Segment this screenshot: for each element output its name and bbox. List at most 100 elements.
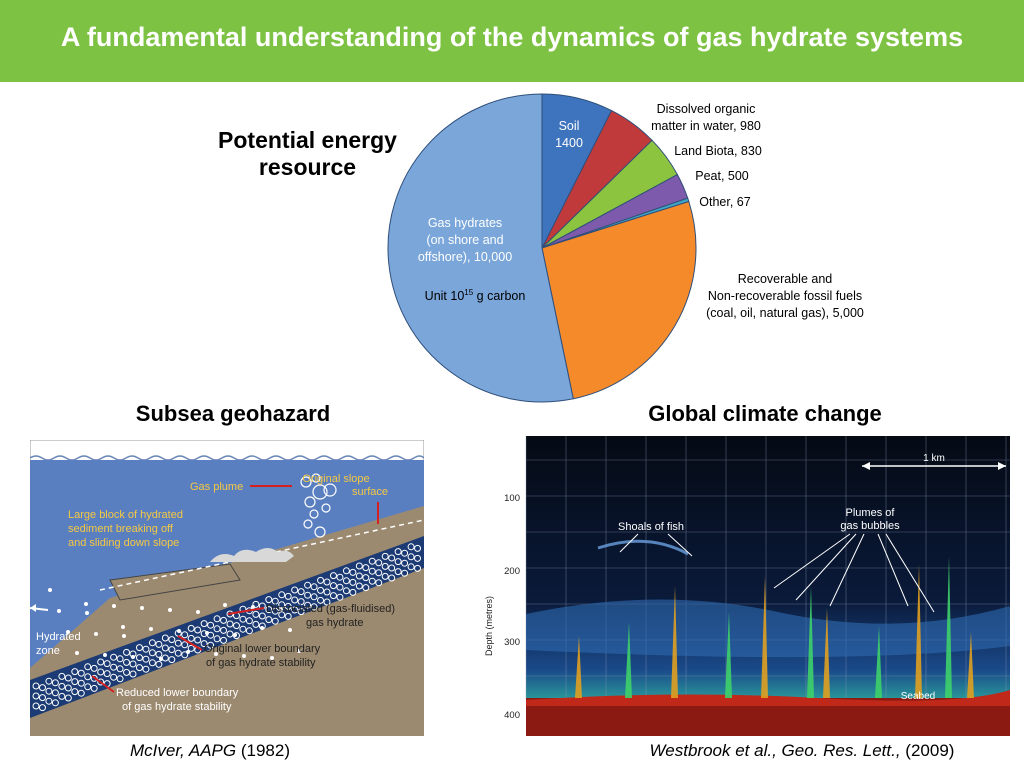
hydrate-bubble [51, 699, 59, 707]
hydrate-bubble [58, 692, 66, 700]
plume-trace [823, 608, 830, 698]
gas-plume-label: Gas plume [190, 481, 243, 493]
hydrate-bubble [388, 564, 396, 572]
hydrate-bubble [116, 655, 124, 663]
pie-label-6: Gas hydrates (on shore and offshore), 10,0… [418, 216, 512, 264]
slide-title: A fundamental understanding of the dynam… [60, 22, 964, 52]
hydrate-bubble [414, 544, 422, 552]
hydrate-bubble [284, 602, 292, 610]
hydrate-bubble [252, 600, 260, 608]
seabed-label: Seabed [901, 691, 935, 702]
hydrate-bubble [207, 631, 215, 639]
hydrate-bubble [71, 688, 79, 696]
hydrate-bubble [135, 644, 143, 652]
plume-trace [725, 612, 732, 698]
hydrate-bubble [394, 548, 402, 556]
hydrate-bubble [323, 588, 331, 596]
sediment-dot [288, 628, 292, 632]
hydrate-bubble [64, 694, 72, 702]
plume-trace [625, 622, 632, 698]
plume-bubble [304, 496, 316, 508]
hydrate-bubble [77, 679, 85, 687]
hydrate-bubble [401, 569, 409, 577]
hydrate-bubble [90, 664, 98, 672]
hydrate-bubble [284, 592, 292, 600]
sediment-dot [223, 603, 227, 607]
hydrate-bubble [317, 596, 325, 604]
sediment-dot [242, 654, 246, 658]
original-lower-boundary-label: Original lower boundary of gas hydrate st… [204, 643, 321, 669]
hydrate-bubble [187, 634, 195, 642]
fish-label: Shoals of fish [618, 521, 684, 533]
hydrate-bubble [271, 607, 279, 615]
hydrate-bubble [51, 679, 59, 687]
hydrate-bubble [278, 611, 286, 619]
hydrate-bubble [213, 615, 221, 623]
hydrate-bubble [355, 582, 363, 590]
hydrate-bubble [407, 543, 415, 551]
hydrate-bubble [123, 648, 131, 656]
fish-shoal-trace [597, 539, 689, 556]
hydrate-bubble [245, 617, 253, 625]
pie-slice-6 [387, 93, 574, 403]
hydrate-bubble [174, 649, 182, 657]
pie-slice-5 [541, 200, 697, 400]
sonar-echogram: Depth (metres) 100 200 300 400 1 km Shoa… [478, 436, 1010, 736]
tick-200: 200 [504, 566, 520, 577]
sediment-dot [140, 606, 144, 610]
hydrate-bubble [187, 624, 195, 632]
plume-bubble [311, 473, 321, 483]
plume-trace [875, 626, 882, 698]
hydrate-bubble [342, 567, 350, 575]
hydrate-bubble [388, 574, 396, 582]
sediment-dot [121, 625, 125, 629]
hydrate-bubble [368, 567, 376, 575]
hydrate-bubble [161, 634, 169, 642]
sediment-dot [196, 610, 200, 614]
plumes-label: Plumes of gas bubbles [840, 507, 900, 532]
hydrate-bubble [226, 630, 234, 638]
sediment-dot [112, 604, 116, 608]
hydrate-bubble [45, 677, 53, 685]
hydrate-bubble [38, 694, 46, 702]
hydrate-bubble [129, 670, 137, 678]
hydrate-bubble [38, 704, 46, 712]
hydrate-bubble [297, 598, 305, 606]
hydrate-bubble [310, 593, 318, 601]
hydrate-bubble [84, 663, 92, 671]
plume-trace [967, 632, 974, 698]
hydrate-bubble [161, 644, 169, 652]
hydrate-bubble [291, 606, 299, 614]
sediment-dot [66, 630, 70, 634]
hydrate-bubble [142, 645, 150, 653]
scattering-layer [526, 599, 1010, 658]
title-bar [0, 0, 1024, 82]
hydrate-bubble [265, 606, 273, 614]
plume-bubble [314, 526, 326, 538]
hydrate-bubble [368, 557, 376, 565]
hydrate-bubble [388, 554, 396, 562]
hydrate-bubble [110, 653, 118, 661]
sediment-dot [75, 651, 79, 655]
plume-trace [761, 576, 768, 698]
hydrate-bubble [181, 631, 189, 639]
hydrate-bubble [414, 564, 422, 572]
sediment-dot [297, 649, 301, 653]
hydrate-bubble [123, 658, 131, 666]
hydrate-bubble [258, 612, 266, 620]
hydrate-bubble [265, 596, 273, 604]
sediment-dot [279, 607, 283, 611]
hydrate-bubble [142, 665, 150, 673]
hydrate-bubble [271, 617, 279, 625]
sediment-dot [214, 652, 218, 656]
hydrate-bubble [375, 569, 383, 577]
hydrate-bubble [148, 659, 156, 667]
hydrate-bubble [401, 549, 409, 557]
hydrate-bubble [220, 626, 228, 634]
hydrate-bubble [239, 625, 247, 633]
hydrate-bubble [51, 689, 59, 697]
hydrate-bubble [284, 612, 292, 620]
hydrate-bubble [97, 658, 105, 666]
hydrate-bubble [278, 591, 286, 599]
hydrate-bubble [323, 578, 331, 586]
